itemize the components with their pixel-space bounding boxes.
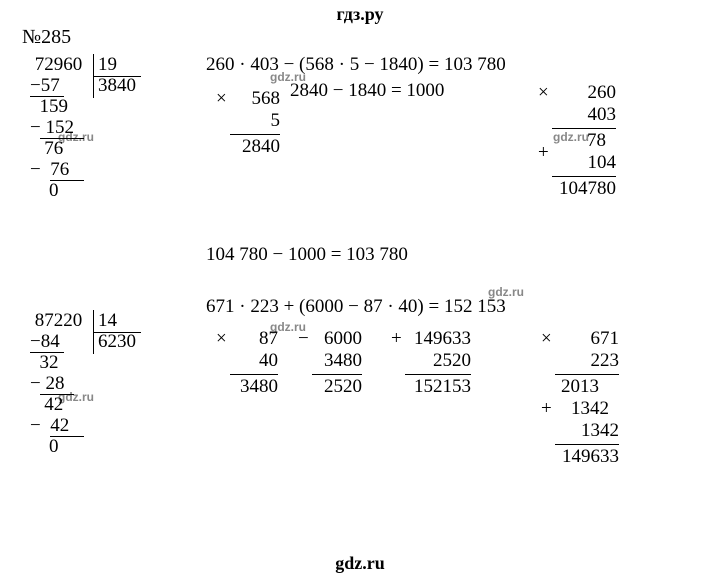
expression-1-sub: 2840 − 1840 = 1000 [290, 80, 444, 102]
column-op: ×6712232013+13421342149633 [555, 328, 619, 468]
expression-2: 671 · 223 + (6000 − 87 · 40) = 152 153 [206, 296, 506, 318]
long-division-1: 72960−57 159− 152 76− 76 0193840 [30, 54, 82, 201]
column-op: ×87403480 [230, 328, 278, 398]
column-op: ×26040378+104104780 [552, 82, 616, 200]
site-header: гдз.ру [0, 0, 720, 25]
expression-1-result: 104 780 − 1000 = 103 780 [206, 244, 408, 266]
column-op: +1496332520152153 [405, 328, 471, 398]
column-op: ×56852840 [230, 88, 280, 158]
site-footer: gdz.ru [0, 553, 720, 574]
problem-number: №285 [22, 26, 71, 49]
expression-1: 260 · 403 − (568 · 5 − 1840) = 103 780 [206, 54, 506, 76]
long-division-2: 87220−84 32− 28 42− 42 0146230 [30, 310, 82, 457]
column-op: −600034802520 [312, 328, 362, 398]
